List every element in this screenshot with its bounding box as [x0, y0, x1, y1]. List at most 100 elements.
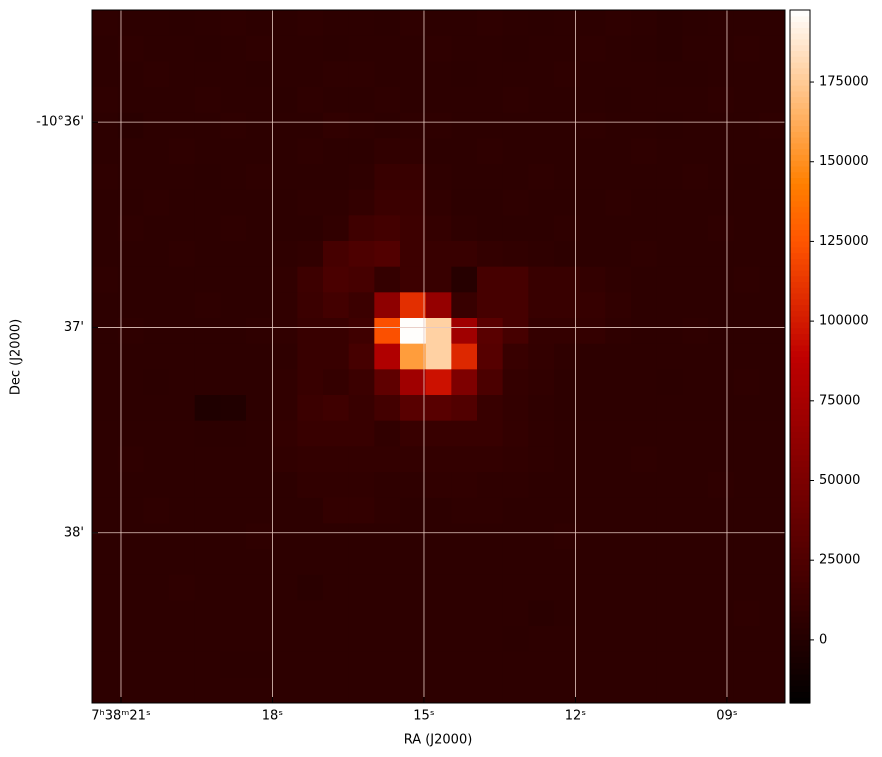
pixel — [92, 446, 119, 473]
colorbar-segment — [790, 44, 810, 52]
pixel — [528, 215, 555, 242]
pixel — [528, 87, 555, 114]
colorbar-segment — [790, 587, 810, 594]
pixel — [682, 318, 709, 345]
colorbar-segment — [790, 425, 810, 433]
pixel — [682, 138, 709, 165]
pixel — [502, 395, 529, 422]
pixel — [425, 369, 452, 396]
pixel — [220, 10, 247, 37]
pixel — [117, 420, 144, 447]
colorbar-segment — [790, 541, 810, 548]
colorbar-tick-label: 75000 — [819, 393, 860, 408]
pixel — [117, 626, 144, 653]
pixel — [348, 574, 375, 601]
colorbar-segment — [790, 50, 810, 57]
colorbar-segment — [790, 385, 810, 392]
pixel — [297, 369, 324, 396]
pixel — [117, 677, 144, 704]
pixel — [477, 292, 504, 319]
colorbar-segment — [790, 679, 810, 687]
pixel — [708, 600, 735, 627]
colorbar-segment — [790, 27, 810, 34]
pixel — [502, 10, 529, 37]
pixel — [502, 215, 529, 242]
pixel — [656, 318, 683, 345]
pixel — [92, 626, 119, 653]
x-tick-label: 09ˢ — [716, 709, 738, 724]
pixel — [374, 523, 401, 550]
pixel — [579, 87, 606, 114]
pixel — [656, 420, 683, 447]
pixel — [682, 292, 709, 319]
pixel — [502, 472, 529, 499]
colorbar-segment — [790, 252, 810, 259]
pixel — [246, 651, 273, 678]
pixel — [502, 677, 529, 704]
pixel — [477, 35, 504, 62]
pixel — [400, 292, 427, 319]
pixel — [117, 164, 144, 191]
pixel — [708, 626, 735, 653]
pixel — [502, 600, 529, 627]
pixel — [143, 266, 170, 293]
pixel — [374, 35, 401, 62]
colorbar-segment — [790, 529, 810, 537]
pixel — [528, 574, 555, 601]
pixel — [708, 61, 735, 88]
pixel — [169, 651, 196, 678]
pixel — [169, 497, 196, 524]
pixel — [425, 651, 452, 678]
pixel — [374, 574, 401, 601]
pixel — [502, 292, 529, 319]
x-axis-label: RA (J2000) — [404, 733, 473, 748]
pixel — [374, 318, 401, 345]
pixel — [708, 292, 735, 319]
colorbar-segment — [790, 645, 810, 652]
colorbar-segment — [790, 137, 810, 144]
pixel — [631, 420, 658, 447]
pixel — [220, 215, 247, 242]
pixel — [451, 446, 478, 473]
pixel — [194, 241, 221, 268]
pixel — [477, 549, 504, 576]
colorbar-segment — [790, 483, 810, 490]
pixel — [169, 61, 196, 88]
pixel — [117, 112, 144, 139]
pixel — [528, 395, 555, 422]
pixel — [528, 318, 555, 345]
pixel — [682, 189, 709, 216]
pixel — [374, 369, 401, 396]
pixel — [528, 138, 555, 165]
pixel — [117, 497, 144, 524]
pixel — [246, 215, 273, 242]
pixel — [605, 61, 632, 88]
colorbar-segment — [790, 558, 810, 565]
pixel — [759, 574, 786, 601]
colorbar-frame — [789, 9, 811, 704]
pixel — [348, 35, 375, 62]
pixel — [169, 112, 196, 139]
pixel — [400, 497, 427, 524]
pixel — [759, 87, 786, 114]
colorbar-segment — [790, 599, 810, 606]
colorbar-segment — [790, 67, 810, 75]
pixel — [451, 600, 478, 627]
pixel — [502, 266, 529, 293]
pixel — [502, 343, 529, 370]
pixel — [656, 35, 683, 62]
pixel — [759, 35, 786, 62]
pixel — [92, 472, 119, 499]
pixel — [220, 241, 247, 268]
y-tick-label: 37' — [64, 320, 84, 335]
pixel — [708, 369, 735, 396]
pixel — [220, 61, 247, 88]
colorbar-segment — [790, 402, 810, 410]
colorbar-segment — [790, 495, 810, 502]
pixel — [194, 626, 221, 653]
pixel — [554, 343, 581, 370]
pixel — [92, 10, 119, 37]
pixel — [246, 266, 273, 293]
pixel — [169, 369, 196, 396]
pixel — [271, 266, 298, 293]
